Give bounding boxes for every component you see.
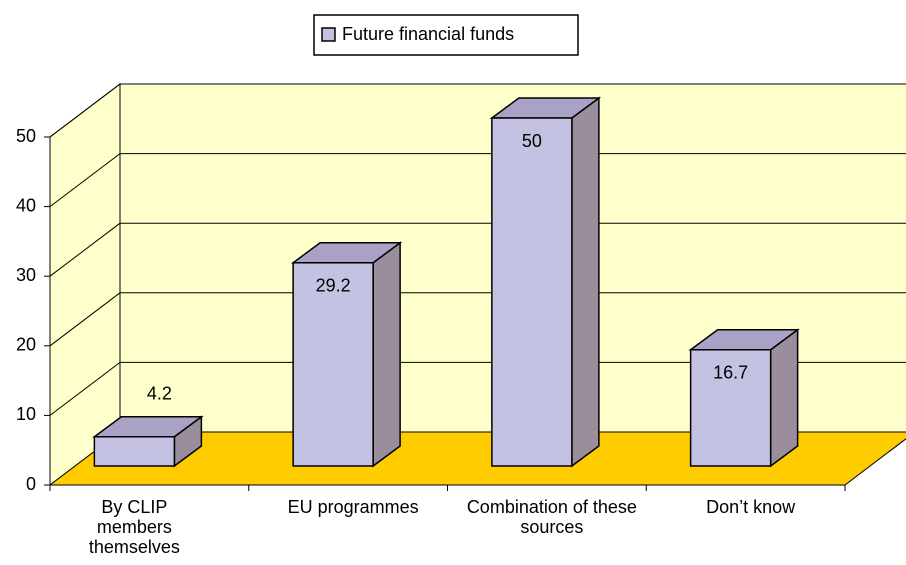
bar <box>491 117 573 467</box>
value-label: 4.2 <box>147 384 172 404</box>
legend-box <box>313 14 579 56</box>
bar <box>689 349 772 467</box>
x-tick-label: EU programmes <box>287 497 419 517</box>
legend-swatch <box>321 27 336 42</box>
y-tick-label: 30 <box>16 265 36 285</box>
bar-side <box>571 96 600 468</box>
value-label: 29.2 <box>316 276 351 296</box>
grid-line <box>49 362 121 416</box>
bar <box>292 262 374 467</box>
value-label: 50 <box>522 131 542 151</box>
value-label: 16.7 <box>713 363 748 383</box>
x-tick-label: Don’t know <box>706 497 796 517</box>
bar-side <box>769 328 799 468</box>
y-tick-label: 10 <box>16 404 36 424</box>
bar-side <box>372 241 401 468</box>
y-tick-label: 0 <box>26 474 36 494</box>
y-tick-label: 20 <box>16 335 36 355</box>
x-tick-label: Combination of these sources <box>466 497 637 537</box>
y-tick-label: 40 <box>16 195 36 215</box>
y-tick-label: 50 <box>16 126 36 146</box>
x-tick-label: By CLIP members themselves <box>88 497 180 557</box>
bar <box>93 436 176 467</box>
grid-line <box>49 292 121 347</box>
grid-line <box>49 83 121 138</box>
grid-line <box>49 153 121 207</box>
legend-label: Future financial funds <box>342 24 514 44</box>
grid-line <box>49 222 121 277</box>
